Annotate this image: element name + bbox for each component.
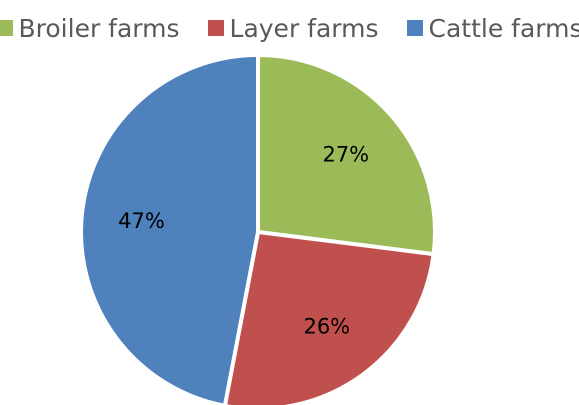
pie-slice-cattle	[79, 52, 260, 405]
data-label-cattle: 47%	[118, 209, 165, 233]
legend-swatch-layer	[207, 20, 224, 36]
legend-swatch-cattle	[406, 20, 423, 36]
legend-label-broiler: Broiler farms	[18, 13, 180, 43]
legend-item-broiler: Broiler farms	[0, 14, 180, 43]
legend-label-layer: Layer farms	[229, 13, 379, 43]
data-label-broiler: 27%	[322, 143, 369, 167]
legend-swatch-broiler	[0, 20, 13, 36]
legend-label-cattle: Cattle farms	[428, 13, 579, 43]
legend-item-layer: Layer farms	[207, 13, 379, 43]
data-label-layer: 26%	[303, 315, 350, 339]
chart-legend: Broiler farms Layer farms Cattle farms	[0, 8, 579, 48]
legend-item-cattle: Cattle farms	[406, 13, 579, 43]
pie-slice-layer	[222, 229, 436, 405]
pie-slice-broiler	[256, 52, 437, 257]
